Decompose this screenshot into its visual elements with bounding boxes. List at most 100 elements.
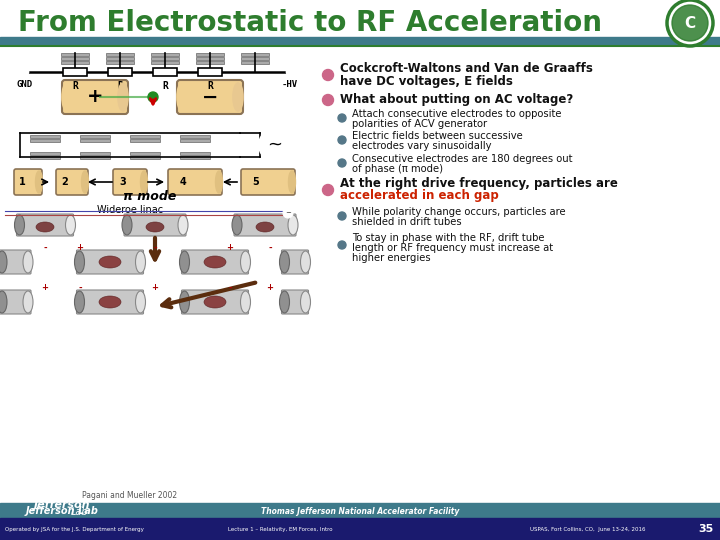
Text: +: + xyxy=(76,244,84,253)
FancyBboxPatch shape xyxy=(282,250,308,274)
Bar xyxy=(130,156,160,159)
FancyBboxPatch shape xyxy=(234,214,296,236)
Text: polarities of ACV generator: polarities of ACV generator xyxy=(352,119,487,129)
Bar xyxy=(196,53,224,56)
Bar xyxy=(198,68,222,76)
Ellipse shape xyxy=(135,291,145,313)
Text: length or RF frequency must increase at: length or RF frequency must increase at xyxy=(352,243,553,253)
Bar xyxy=(106,53,134,56)
FancyBboxPatch shape xyxy=(0,250,31,274)
Text: Jefferson Lab: Jefferson Lab xyxy=(26,506,99,516)
Text: From Electrostatic to RF Acceleration: From Electrostatic to RF Acceleration xyxy=(18,9,602,37)
Text: USPAS, Fort Collins, CO,  June 13-24, 2016: USPAS, Fort Collins, CO, June 13-24, 201… xyxy=(530,526,646,531)
Bar xyxy=(30,139,60,142)
Bar xyxy=(61,53,89,56)
Bar xyxy=(108,68,132,76)
Ellipse shape xyxy=(179,251,189,273)
Bar xyxy=(180,152,210,155)
Ellipse shape xyxy=(289,171,295,193)
Circle shape xyxy=(283,208,293,218)
Ellipse shape xyxy=(240,251,251,273)
Ellipse shape xyxy=(177,83,187,111)
Ellipse shape xyxy=(256,222,274,232)
Ellipse shape xyxy=(99,296,121,308)
Ellipse shape xyxy=(122,215,132,235)
Text: 5: 5 xyxy=(252,177,259,187)
Ellipse shape xyxy=(23,251,33,273)
Text: Attach consecutive electrodes to opposite: Attach consecutive electrodes to opposit… xyxy=(352,109,562,119)
Bar xyxy=(0,518,720,540)
Text: +: + xyxy=(42,284,48,293)
Text: R: R xyxy=(117,81,123,91)
Ellipse shape xyxy=(300,291,310,313)
Text: What about putting on AC voltage?: What about putting on AC voltage? xyxy=(340,93,573,106)
Text: R: R xyxy=(162,81,168,91)
Text: Operated by JSA for the J.S. Department of Energy: Operated by JSA for the J.S. Department … xyxy=(5,526,144,531)
Ellipse shape xyxy=(146,222,164,232)
Ellipse shape xyxy=(288,215,298,235)
FancyBboxPatch shape xyxy=(181,250,248,274)
Bar xyxy=(80,139,110,142)
Ellipse shape xyxy=(0,291,7,313)
Bar xyxy=(151,61,179,64)
Text: Consecutive electrodes are 180 degrees out: Consecutive electrodes are 180 degrees o… xyxy=(352,154,572,164)
Text: 3: 3 xyxy=(119,177,126,187)
Text: accelerated in each gap: accelerated in each gap xyxy=(340,190,499,202)
Bar xyxy=(80,156,110,159)
Bar xyxy=(241,53,269,56)
Bar xyxy=(61,61,89,64)
Ellipse shape xyxy=(118,83,128,111)
Text: +: + xyxy=(266,284,274,293)
Text: ~: ~ xyxy=(268,136,282,154)
Bar xyxy=(153,68,177,76)
Text: To stay in phase with the RF, drift tube: To stay in phase with the RF, drift tube xyxy=(352,233,544,243)
Ellipse shape xyxy=(62,83,72,111)
FancyBboxPatch shape xyxy=(17,214,73,236)
Bar xyxy=(30,156,60,159)
Ellipse shape xyxy=(233,83,243,111)
Text: -: - xyxy=(43,244,47,253)
Circle shape xyxy=(323,70,333,80)
Bar xyxy=(80,152,110,155)
Bar xyxy=(241,61,269,64)
Circle shape xyxy=(338,241,346,249)
FancyBboxPatch shape xyxy=(181,290,248,314)
Ellipse shape xyxy=(204,296,226,308)
Bar xyxy=(151,57,179,60)
Circle shape xyxy=(338,212,346,220)
Bar xyxy=(130,135,160,138)
FancyBboxPatch shape xyxy=(113,169,147,195)
FancyBboxPatch shape xyxy=(177,80,243,114)
Ellipse shape xyxy=(74,251,84,273)
Bar xyxy=(106,57,134,60)
Text: +: + xyxy=(227,244,233,253)
Circle shape xyxy=(338,159,346,167)
Ellipse shape xyxy=(36,222,54,232)
Text: -: - xyxy=(153,244,157,253)
Ellipse shape xyxy=(178,215,188,235)
Circle shape xyxy=(667,0,713,46)
Ellipse shape xyxy=(215,171,222,193)
Bar xyxy=(196,57,224,60)
Circle shape xyxy=(323,94,333,105)
Ellipse shape xyxy=(279,291,289,313)
Circle shape xyxy=(287,69,294,76)
Text: Cockcroft-Waltons and Van de Graaffs: Cockcroft-Waltons and Van de Graaffs xyxy=(340,63,593,76)
Bar xyxy=(106,61,134,64)
Text: -HV: -HV xyxy=(282,80,298,89)
Ellipse shape xyxy=(23,291,33,313)
Text: of phase (π mode): of phase (π mode) xyxy=(352,164,443,174)
Circle shape xyxy=(259,129,291,161)
Text: 35: 35 xyxy=(698,524,714,534)
Bar xyxy=(30,135,60,138)
Bar xyxy=(151,53,179,56)
Bar xyxy=(130,139,160,142)
FancyBboxPatch shape xyxy=(76,250,143,274)
Ellipse shape xyxy=(35,171,42,193)
Text: -: - xyxy=(78,284,82,293)
Circle shape xyxy=(338,114,346,122)
Text: -: - xyxy=(268,244,272,253)
Text: While polarity change occurs, particles are: While polarity change occurs, particles … xyxy=(352,207,566,217)
Ellipse shape xyxy=(300,251,310,273)
Bar xyxy=(241,57,269,60)
